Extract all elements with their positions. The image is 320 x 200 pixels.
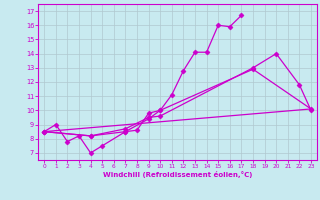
X-axis label: Windchill (Refroidissement éolien,°C): Windchill (Refroidissement éolien,°C) [103,171,252,178]
